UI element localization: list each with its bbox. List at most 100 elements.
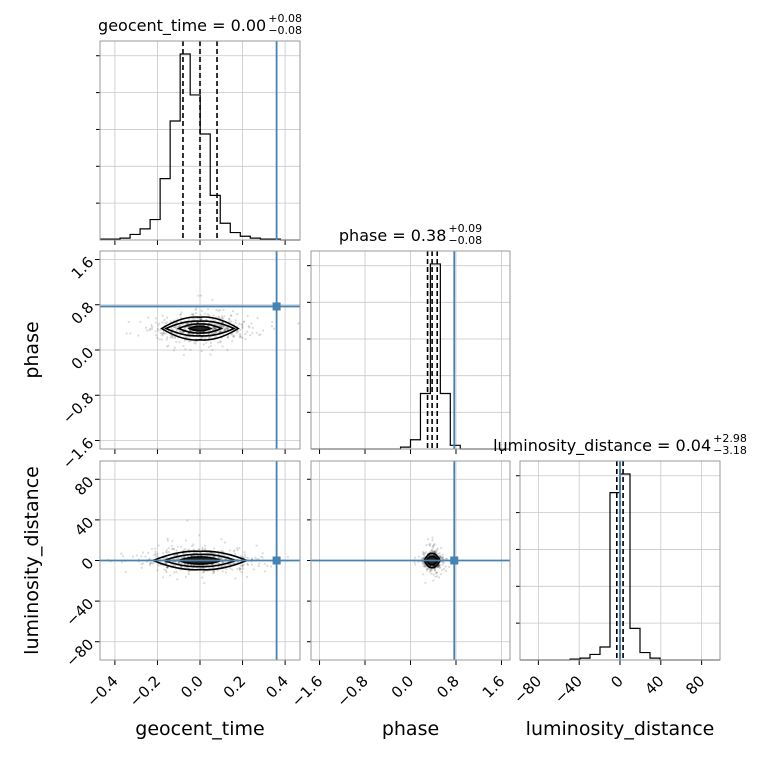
scatter-point	[222, 554, 225, 557]
scatter-point	[182, 331, 185, 334]
scatter-point	[185, 336, 188, 339]
panel-frame	[99, 40, 301, 241]
scatter-point	[213, 322, 216, 326]
scatter-point	[241, 336, 244, 339]
scatter-point	[428, 571, 432, 574]
scatter-point	[154, 550, 157, 553]
scatter-point	[445, 557, 448, 561]
scatter-point	[229, 314, 233, 317]
scatter-point	[156, 555, 159, 558]
contour-1	[164, 320, 236, 337]
scatter-point	[223, 329, 227, 332]
scatter-point	[247, 325, 250, 328]
scatter-point	[243, 320, 246, 323]
scatter-point	[165, 338, 168, 341]
scatter-point	[217, 316, 220, 319]
scatter-point	[442, 561, 445, 565]
scatter-point	[424, 581, 427, 584]
scatter-point	[259, 333, 262, 336]
scatter-point	[435, 548, 438, 551]
scatter-point	[244, 337, 247, 341]
scatter-point	[176, 545, 180, 548]
scatter-point	[432, 545, 435, 548]
scatter-point	[164, 569, 168, 572]
scatter-point	[184, 575, 187, 579]
scatter-point	[182, 344, 185, 348]
scatter-point	[241, 326, 244, 329]
scatter-point	[440, 557, 443, 560]
scatter-point	[196, 321, 199, 324]
scatter-point	[220, 557, 223, 560]
scatter-point	[165, 550, 168, 554]
scatter-point	[210, 563, 213, 566]
scatter-point	[423, 565, 426, 568]
scatter-point	[430, 564, 433, 568]
scatter-point	[212, 547, 216, 550]
scatter-point	[139, 320, 142, 323]
scatter-point	[162, 576, 165, 579]
scatter-point	[167, 344, 170, 347]
scatter-point	[200, 294, 203, 297]
scatter-point	[251, 326, 254, 329]
scatter-point	[413, 556, 417, 559]
scatter-point	[271, 320, 274, 323]
scatter-point	[213, 327, 217, 330]
scatter-point	[240, 570, 243, 574]
scatter-point	[221, 550, 225, 553]
scatter-point	[207, 346, 210, 349]
scatter-point	[164, 322, 167, 325]
scatter-point	[214, 323, 217, 326]
scatter-point	[167, 547, 170, 550]
scatter-point	[422, 561, 425, 564]
x-tick-label: 80	[682, 672, 708, 698]
scatter-point	[241, 555, 244, 558]
scatter-point	[302, 320, 304, 322]
x-axis-label-luminosity_distance: luminosity_distance	[526, 718, 715, 740]
scatter-point	[172, 349, 176, 352]
x-tick-label: 0.0	[177, 672, 207, 702]
scatter-point	[184, 548, 187, 551]
scatter-point	[228, 318, 231, 321]
x-tick-label: −80	[510, 672, 545, 707]
scatter-point	[190, 321, 193, 324]
scatter-point	[192, 333, 195, 336]
scatter-point	[203, 312, 207, 315]
scatter-point	[244, 332, 247, 336]
scatter-point	[430, 549, 433, 552]
scatter-point	[141, 551, 145, 554]
scatter-point	[187, 572, 190, 576]
scatter-point	[207, 329, 210, 333]
y-tick-label: 40	[71, 514, 97, 540]
scatter-point	[176, 553, 179, 556]
scatter-point	[200, 317, 203, 320]
scatter-point	[272, 327, 276, 330]
scatter-point	[221, 570, 224, 573]
panel-frame	[99, 460, 301, 661]
scatter-point	[216, 341, 220, 344]
scatter-point	[175, 340, 178, 343]
title-upper-error: +2.98	[713, 432, 747, 445]
scatter-point	[242, 320, 245, 323]
scatter-point	[202, 343, 205, 346]
scatter-point	[232, 561, 236, 565]
contour-2	[176, 323, 224, 334]
scatter-point	[212, 326, 216, 329]
scatter-point	[145, 326, 148, 329]
scatter-point	[429, 568, 432, 572]
scatter-point	[149, 327, 152, 330]
scatter-point	[161, 334, 164, 337]
scatter-point	[438, 552, 441, 555]
scatter-point	[199, 318, 202, 321]
scatter-point	[182, 556, 186, 559]
plot-layer	[100, 41, 720, 661]
scatter-point	[448, 565, 451, 568]
scatter-point	[178, 330, 181, 333]
scatter-point	[232, 335, 235, 338]
scatter-point	[238, 322, 241, 326]
scatter-point	[429, 544, 432, 547]
scatter-point	[438, 554, 442, 557]
scatter-point	[78, 331, 80, 333]
scatter-point	[246, 556, 249, 560]
scatter-point	[422, 565, 425, 568]
scatter-point	[157, 564, 160, 567]
